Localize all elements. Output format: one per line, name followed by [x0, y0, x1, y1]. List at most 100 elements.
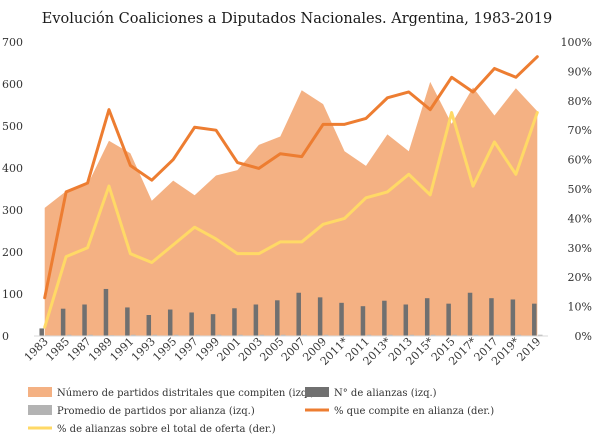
bar-n-de-alianzas-izq-17: [403, 304, 409, 336]
chart-title: Evolución Coaliciones a Diputados Nacion…: [42, 11, 552, 27]
x-tick-label: 2005: [257, 335, 286, 364]
y-right-tick-label: 60%: [568, 154, 592, 167]
bar-n-de-alianzas-izq-3: [103, 288, 109, 336]
bar-n-de-alianzas-izq-7: [189, 312, 194, 336]
x-tick-label: 1991: [108, 335, 137, 364]
legend-label: N° de alianzas (izq.): [334, 388, 437, 399]
y-left-tick-label: 500: [2, 120, 23, 133]
y-left-tick-label: 300: [2, 204, 23, 217]
bar-promedio-de-partidos-por-alianza-izq-15: [366, 334, 372, 336]
legend-swatch: [28, 387, 52, 397]
bar-n-de-alianzas-izq-20: [467, 292, 473, 336]
bar-n-de-alianzas-izq-11: [275, 300, 280, 336]
bar-n-de-alianzas-izq-0: [39, 328, 44, 336]
y-left-tick-label: 400: [2, 162, 23, 175]
x-tick-label: 1993: [129, 335, 158, 364]
bar-n-de-alianzas-izq-22: [510, 299, 516, 336]
y-right-tick-label: 20%: [568, 271, 592, 284]
bar-n-de-alianzas-izq-12: [296, 292, 301, 336]
y-right-tick-label: 10%: [568, 301, 592, 314]
y-right-tick-label: 30%: [568, 242, 592, 255]
y-right-tick-label: 100%: [561, 36, 592, 49]
bar-n-de-alianzas-izq-16: [382, 300, 387, 336]
bar-promedio-de-partidos-por-alianza-izq-6: [173, 334, 179, 336]
line-de-alianzas-sobre-el-total-de-oferta-der: [43, 111, 539, 329]
x-tick-label: 2001: [215, 335, 244, 364]
y-right-tick-label: 50%: [568, 183, 592, 196]
legend-label: % que compite en alianza (der.): [334, 406, 494, 417]
bar-promedio-de-partidos-por-alianza-izq-23: [538, 334, 543, 336]
bar-n-de-alianzas-izq-10: [253, 304, 259, 336]
legend-swatch: [28, 405, 52, 415]
area-numero-de-partidos-distritales-que-compiten-izq: [44, 81, 538, 337]
bar-n-de-alianzas-izq-1: [60, 308, 66, 336]
bar-promedio-de-partidos-por-alianza-izq-14: [345, 334, 350, 336]
legend-swatch: [305, 387, 329, 397]
bar-promedio-de-partidos-por-alianza-izq-4: [131, 334, 136, 336]
bar-promedio-de-partidos-por-alianza-izq-9: [238, 334, 243, 336]
bar-n-de-alianzas-izq-6: [167, 309, 173, 336]
x-tick-label: 1989: [86, 335, 115, 364]
bar-promedio-de-partidos-por-alianza-izq-16: [388, 334, 393, 336]
bar-n-de-alianzas-izq-18: [424, 298, 430, 336]
bar-promedio-de-partidos-por-alianza-izq-13: [323, 334, 329, 336]
bar-promedio-de-partidos-por-alianza-izq-12: [302, 334, 307, 336]
bar-n-de-alianzas-izq-23: [532, 303, 537, 336]
legend-item-numero-de-partidos-distritales-que-compiten-izq: Número de partidos distritales que compi…: [28, 387, 314, 399]
bar-promedio-de-partidos-por-alianza-izq-2: [88, 334, 93, 336]
line-que-compite-en-alianza-der: [43, 55, 539, 300]
bar-n-de-alianzas-izq-21: [489, 298, 494, 336]
bar-promedio-de-partidos-por-alianza-izq-5: [152, 334, 158, 336]
y-left-tick-label: 600: [2, 78, 23, 91]
x-tick-label: 1983: [22, 335, 51, 364]
y-right-tick-label: 0%: [575, 330, 592, 343]
legend-item-n-de-alianzas-izq: N° de alianzas (izq.): [305, 387, 437, 399]
x-tick-label: 1999: [193, 335, 222, 364]
bar-n-de-alianzas-izq-9: [232, 308, 237, 336]
bar-n-de-alianzas-izq-2: [82, 304, 87, 336]
x-tick-label: 1985: [43, 335, 72, 364]
x-tick-label: 2007: [279, 335, 308, 364]
x-tick-label: 1995: [150, 335, 179, 364]
y-right-tick-label: 80%: [568, 95, 592, 108]
bar-promedio-de-partidos-por-alianza-izq-21: [495, 334, 500, 336]
bar-n-de-alianzas-izq-15: [360, 306, 366, 336]
bar-n-de-alianzas-izq-14: [339, 302, 344, 336]
bar-n-de-alianzas-izq-4: [125, 307, 130, 336]
bar-promedio-de-partidos-por-alianza-izq-19: [452, 334, 457, 336]
legend-item-promedio-de-partidos-por-alianza-izq: Promedio de partidos por alianza (izq.): [28, 405, 255, 417]
y-left-tick-label: 100: [2, 288, 23, 301]
line-layer: [43, 55, 539, 329]
area-layer: [44, 81, 538, 337]
bar-n-de-alianzas-izq-13: [317, 297, 323, 336]
bar-n-de-alianzas-izq-5: [146, 315, 152, 336]
bar-n-de-alianzas-izq-8: [210, 314, 216, 336]
x-tick-label: 1987: [65, 335, 94, 364]
x-tick-label: 2003: [236, 335, 265, 364]
bar-promedio-de-partidos-por-alianza-izq-1: [66, 334, 72, 336]
x-tick-label: 1997: [172, 335, 201, 364]
bar-promedio-de-partidos-por-alianza-izq-18: [430, 334, 436, 336]
legend-label: % de alianzas sobre el total de oferta (…: [57, 424, 276, 435]
bar-promedio-de-partidos-por-alianza-izq-17: [409, 334, 415, 336]
bar-layer: [39, 288, 543, 336]
y-left-tick-label: 200: [2, 246, 23, 259]
legend-item-de-alianzas-sobre-el-total-de-oferta-der: % de alianzas sobre el total de oferta (…: [28, 424, 276, 435]
y-right-tick-label: 70%: [568, 124, 592, 137]
bar-n-de-alianzas-izq-19: [446, 303, 451, 336]
legend-item-que-compite-en-alianza-der: % que compite en alianza (der.): [305, 406, 494, 417]
bar-promedio-de-partidos-por-alianza-izq-20: [473, 334, 479, 336]
y-left-tick-label: 700: [2, 36, 23, 49]
bar-promedio-de-partidos-por-alianza-izq-8: [216, 334, 222, 336]
bar-promedio-de-partidos-por-alianza-izq-7: [195, 334, 200, 336]
y-left-tick-label: 0: [2, 330, 9, 343]
legend-label: Número de partidos distritales que compi…: [57, 388, 314, 399]
bar-promedio-de-partidos-por-alianza-izq-10: [259, 334, 265, 336]
bar-promedio-de-partidos-por-alianza-izq-11: [281, 334, 286, 336]
y-right-tick-label: 40%: [568, 212, 592, 225]
x-tick-label: 2019: [514, 335, 543, 364]
bar-promedio-de-partidos-por-alianza-izq-22: [516, 334, 522, 336]
legend-label: Promedio de partidos por alianza (izq.): [57, 406, 255, 417]
